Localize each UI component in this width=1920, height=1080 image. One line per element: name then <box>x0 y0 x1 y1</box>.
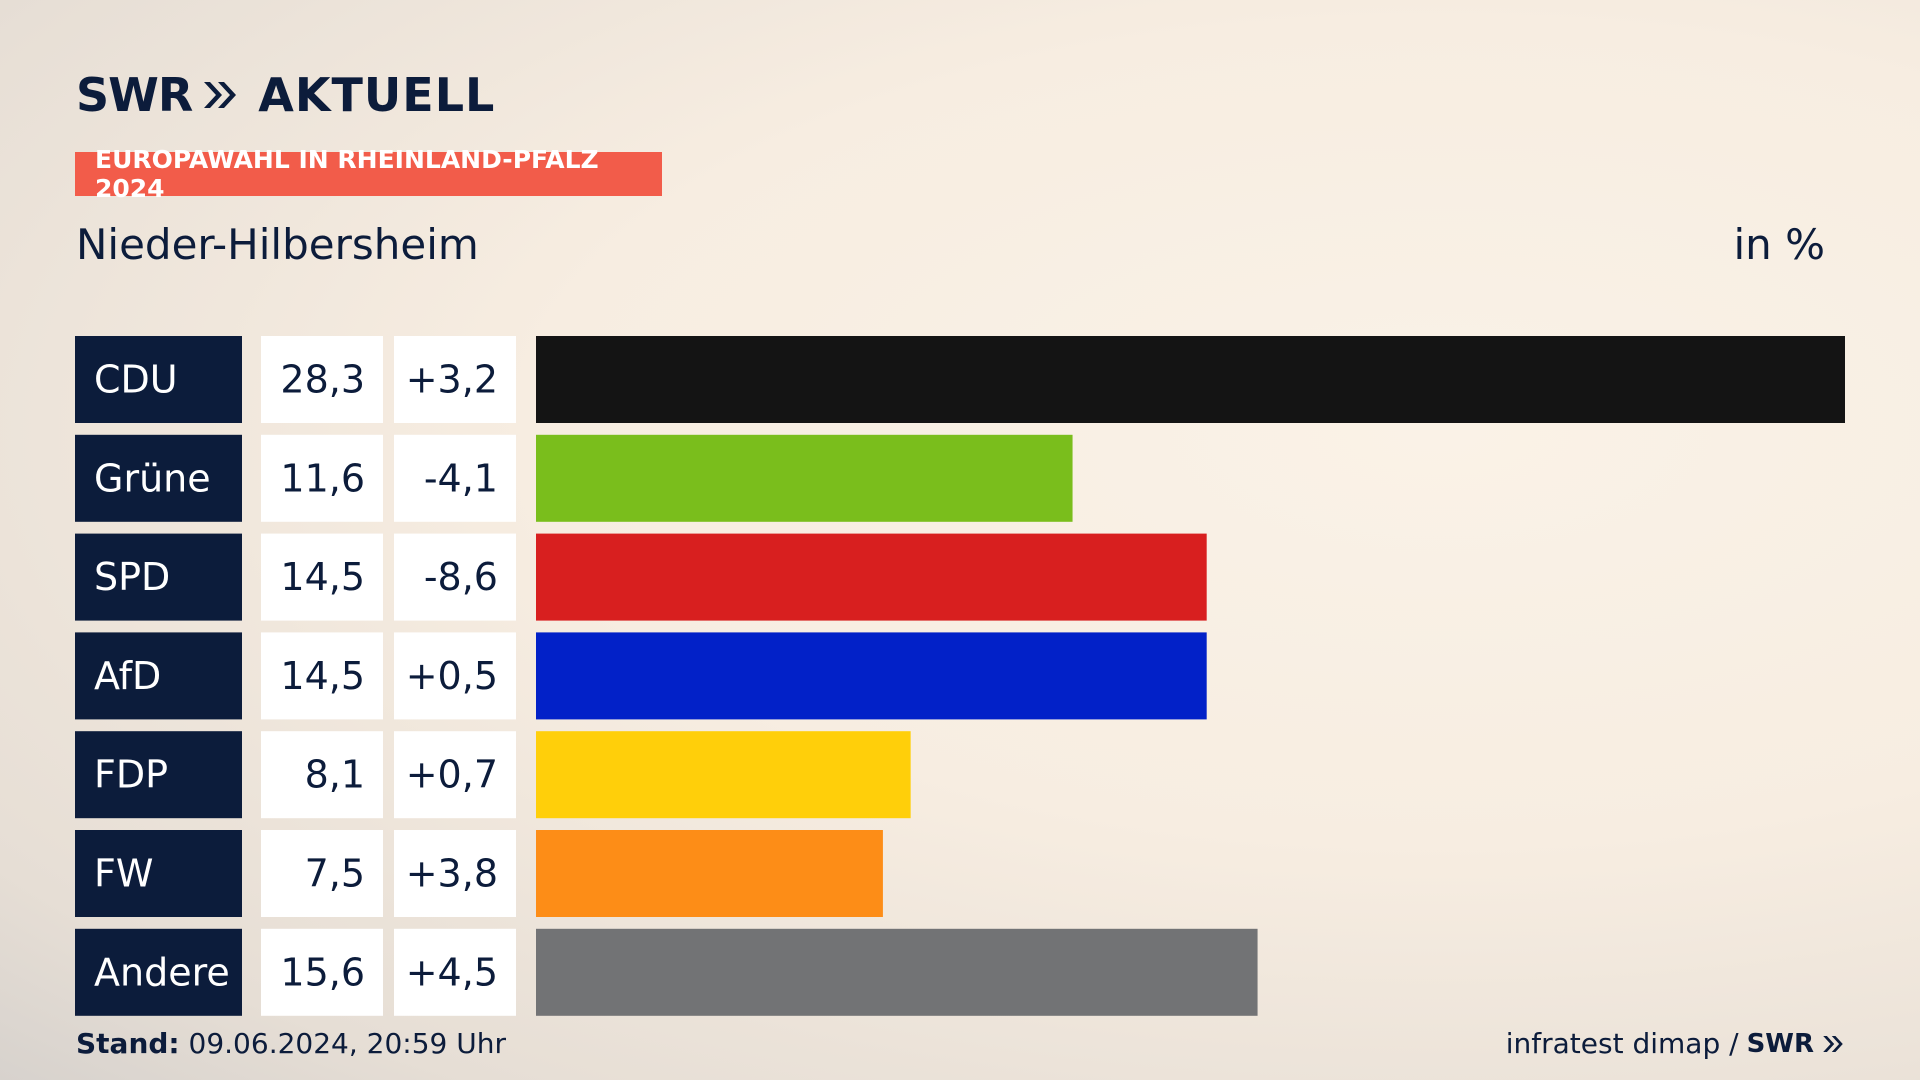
party-label-box <box>75 533 242 621</box>
vote-share-value: 11,6 <box>280 456 365 500</box>
change-value: +0,5 <box>406 654 498 698</box>
vote-share-box <box>261 731 383 819</box>
party-label-box <box>75 830 242 917</box>
vote-share-box <box>261 632 383 720</box>
vote-share-box <box>261 336 383 423</box>
vote-share-box <box>261 533 383 621</box>
double-chevron-small-icon <box>1823 1035 1843 1052</box>
party-label-box <box>75 731 242 819</box>
vote-share-value: 28,3 <box>280 358 365 402</box>
change-value: -4,1 <box>424 456 498 500</box>
vote-share-box <box>261 434 383 522</box>
party-label-box <box>75 434 242 522</box>
change-box <box>394 336 516 423</box>
brand-aktuell: AKTUELL <box>258 68 496 122</box>
party-label: CDU <box>94 358 178 402</box>
vote-share-value: 14,5 <box>280 654 365 698</box>
party-label-box <box>75 632 242 720</box>
result-bar <box>536 928 1258 1016</box>
vote-share-value: 8,1 <box>305 753 365 797</box>
change-box <box>394 928 516 1016</box>
result-bar <box>536 632 1207 720</box>
source-brand: SWR <box>1746 1028 1814 1059</box>
chart-unit: in % <box>1733 220 1825 269</box>
brand-swr: SWR <box>76 68 193 122</box>
result-bar <box>536 336 1845 423</box>
party-label-box <box>75 336 242 423</box>
change-box <box>394 830 516 917</box>
party-label: Grüne <box>94 456 211 500</box>
footer-timestamp: Stand: 09.06.2024, 20:59 Uhr <box>76 1027 506 1060</box>
party-label-box <box>75 928 242 1016</box>
party-label: FDP <box>94 753 168 797</box>
vote-share-value: 14,5 <box>280 555 365 599</box>
vote-share-box <box>261 830 383 917</box>
result-bar <box>536 830 883 917</box>
result-bar <box>536 731 911 819</box>
change-value: +3,8 <box>406 852 498 896</box>
double-chevron-icon <box>204 82 237 108</box>
change-value: -8,6 <box>424 555 498 599</box>
change-value: +3,2 <box>406 358 498 402</box>
party-label: SPD <box>94 555 170 599</box>
stand-label: Stand: <box>76 1027 180 1060</box>
change-box <box>394 434 516 522</box>
stand-value: 09.06.2024, 20:59 Uhr <box>188 1027 506 1060</box>
swr-aktuell-logo: SWR AKTUELL <box>76 68 495 122</box>
footer-source: infratest dimap / SWR <box>1506 1027 1844 1060</box>
vote-share-value: 7,5 <box>305 852 365 896</box>
source-text: infratest dimap / <box>1505 1027 1739 1060</box>
party-label: Andere <box>94 950 230 994</box>
change-box <box>394 632 516 720</box>
party-label: FW <box>94 852 153 896</box>
vote-share-box <box>261 928 383 1016</box>
change-value: +0,7 <box>406 753 498 797</box>
change-box <box>394 533 516 621</box>
result-bar <box>536 434 1073 522</box>
party-label: AfD <box>94 654 161 698</box>
result-bar <box>536 533 1207 621</box>
change-value: +4,5 <box>406 950 498 994</box>
chart-subtitle: Nieder-Hilbersheim <box>76 220 479 269</box>
change-box <box>394 731 516 819</box>
vote-share-value: 15,6 <box>280 950 365 994</box>
